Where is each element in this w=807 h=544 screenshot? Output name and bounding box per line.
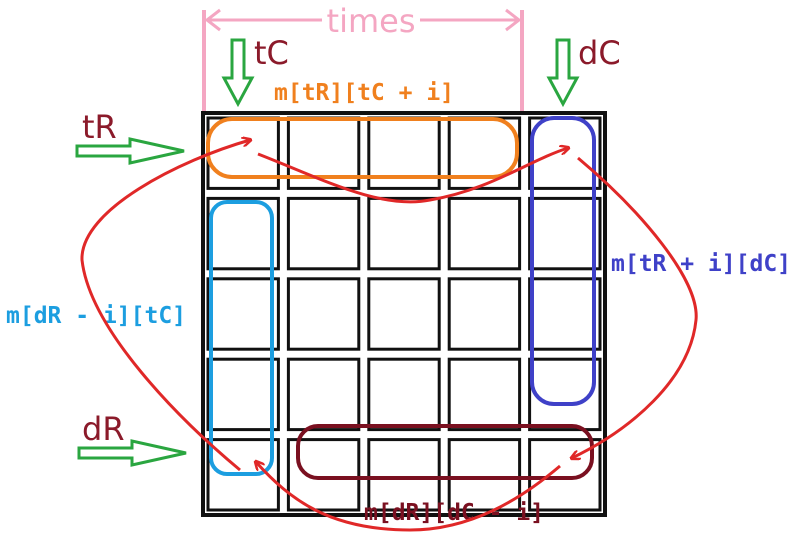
times-span-bracket — [202, 8, 524, 113]
dc-label: dC — [578, 34, 621, 72]
grid-border — [201, 111, 607, 517]
grid-cell — [286, 438, 361, 512]
down-arrow-icon — [221, 38, 255, 108]
arrow-top-to-right — [257, 148, 568, 204]
matrix-grid — [201, 111, 607, 517]
grid-cell — [367, 357, 441, 432]
grid-cell — [206, 277, 280, 351]
grid-cell — [447, 196, 522, 271]
grid-cell — [206, 438, 280, 512]
grid-cell — [286, 196, 361, 271]
grid-cell — [286, 357, 361, 432]
grid-cell — [447, 357, 522, 432]
top-edge-label: m[tR][tC + i] — [274, 80, 454, 106]
grid-cell — [367, 277, 441, 351]
bottom-edge-outline — [296, 424, 594, 480]
grid-cell — [447, 277, 522, 351]
grid-cell — [367, 438, 441, 512]
arrow-bottom-to-left — [256, 462, 561, 532]
grid-cell — [206, 357, 280, 432]
tr-label: tR — [82, 108, 117, 146]
grid-cell — [528, 277, 602, 351]
bottom-edge-label: m[dR][dC - i] — [364, 500, 544, 526]
grid-cell — [447, 438, 522, 512]
grid-cell — [528, 438, 602, 512]
rotation-arrows — [80, 140, 698, 532]
right-edge-outline — [530, 116, 596, 406]
grid-cell — [286, 277, 361, 351]
grid-cell — [367, 196, 441, 271]
grid-cell — [528, 357, 602, 432]
right-arrow-icon — [77, 439, 187, 467]
top-edge-outline — [206, 117, 519, 179]
right-edge-label: m[tR + i][dC] — [611, 251, 791, 277]
left-edge-outline — [209, 200, 274, 476]
tc-label: tC — [254, 34, 289, 72]
right-arrow-icon — [75, 137, 185, 165]
down-arrow-icon — [546, 38, 580, 108]
times-label: times — [327, 2, 416, 40]
grid-cell — [528, 196, 602, 271]
dr-label: dR — [82, 410, 125, 448]
arrow-left-to-top — [80, 140, 250, 472]
arrow-right-to-bottom — [572, 156, 698, 458]
grid-cell — [206, 196, 280, 271]
